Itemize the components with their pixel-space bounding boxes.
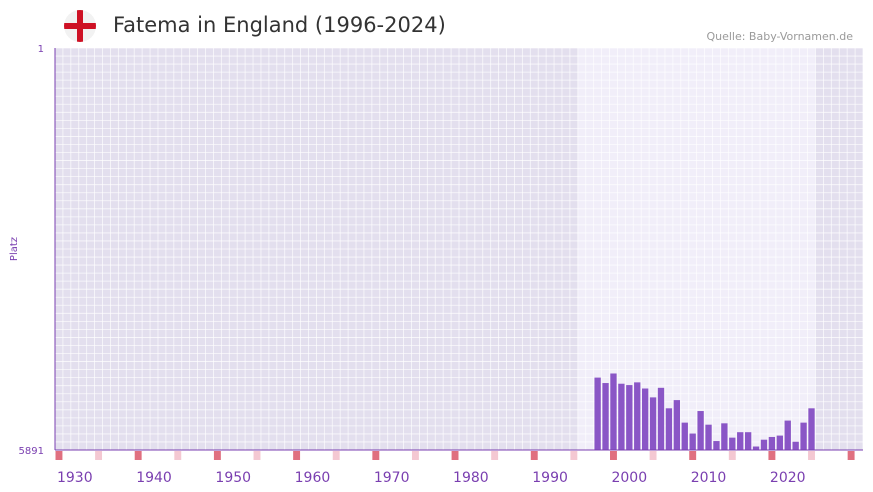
decade-marker-1993 [570,451,578,460]
decade-marker-1938 [134,451,142,460]
bar-2023 [808,408,815,450]
tick-labels: 1930 1940 1950 1960 1970 1980 1990 2000 2010 2020… [9,44,806,486]
bar-2003 [649,397,657,450]
bar-2013 [729,437,736,450]
decade-marker-1973 [411,451,419,460]
decade-markers [55,451,855,460]
decade-marker-1933 [95,451,103,460]
x-tick-label-2020: 2020 [770,470,806,486]
bar-2012 [721,423,728,450]
bar-2019 [776,435,783,450]
axes [54,48,863,451]
bar-2014 [737,432,744,450]
england-flag-icon [64,10,96,42]
bar-2010 [705,424,712,450]
bar-2011 [713,441,720,450]
chart-title: Fatema in England (1996-2024) [113,13,446,37]
bar-2015 [744,432,752,450]
bar-2018 [768,436,776,450]
decade-marker-1968 [372,451,380,460]
bar-1998 [610,373,617,450]
bar-2004 [657,387,665,450]
y-tick-label-top: 1 [38,44,44,55]
decade-marker-2028 [847,451,855,460]
bar-2002 [641,388,649,450]
grid-lines [54,47,864,451]
decade-marker-2023 [808,451,815,460]
bar-2005 [665,408,673,450]
decade-marker-1998 [610,451,617,460]
x-tick-label-2000: 2000 [611,470,647,486]
decade-marker-1928 [55,451,63,460]
y-axis-label: Platz [9,237,20,261]
x-tick-label-1980: 1980 [453,470,489,486]
bar-series [594,373,815,450]
bar-2021 [792,441,799,450]
decade-marker-1948 [213,451,221,460]
x-tick-label-1960: 1960 [295,470,331,486]
source-credit: Quelle: Baby-Vornamen.de [706,30,853,43]
bar-1999 [618,383,625,450]
decade-marker-1963 [332,451,340,460]
x-tick-label-2010: 2010 [691,470,727,486]
bar-2017 [760,439,768,450]
y-tick-label-bottom: 5891 [19,446,44,457]
decade-marker-1953 [253,451,261,460]
x-tick-label-1990: 1990 [532,470,568,486]
bar-2007 [681,422,688,450]
x-tick-label-1950: 1950 [215,470,251,486]
decade-marker-1943 [174,451,182,460]
bar-2020 [784,420,791,450]
bar-2016 [752,446,760,450]
x-tick-label-1930: 1930 [57,470,93,486]
bar-2006 [673,400,681,450]
decade-marker-2003 [649,451,657,460]
bar-2009 [697,411,704,450]
decade-marker-1978 [451,451,459,460]
bar-2001 [634,382,641,450]
bar-2022 [800,422,807,450]
decade-marker-2008 [689,451,697,460]
bar-2008 [689,433,696,450]
decade-marker-1988 [530,451,538,460]
decade-marker-2018 [768,451,776,460]
decade-marker-1958 [293,451,301,460]
decade-marker-2013 [728,451,736,460]
x-tick-label-1970: 1970 [374,470,410,486]
bar-2000 [626,385,633,450]
decade-marker-1983 [491,451,499,460]
bar-1997 [602,383,609,450]
bar-1996 [594,377,601,450]
x-tick-label-1940: 1940 [136,470,172,486]
